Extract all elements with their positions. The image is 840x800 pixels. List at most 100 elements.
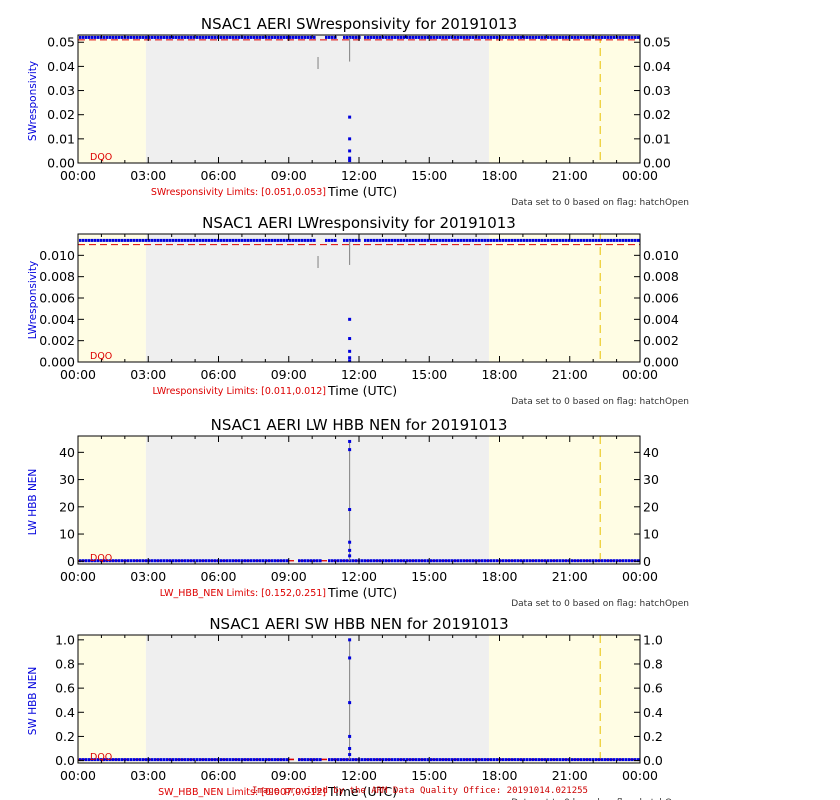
data-point	[211, 758, 214, 762]
data-point	[193, 758, 196, 762]
data-point	[508, 238, 511, 242]
data-point	[415, 238, 418, 242]
data-point	[583, 559, 586, 563]
data-point	[355, 758, 358, 762]
data-point	[544, 238, 547, 242]
spike-point	[348, 448, 352, 452]
data-point	[391, 238, 394, 242]
data-point	[244, 238, 247, 242]
data-point	[547, 35, 550, 39]
data-point	[196, 238, 199, 242]
data-point	[391, 758, 394, 762]
dqo-label: DQO	[90, 152, 112, 163]
data-point	[193, 35, 196, 39]
data-point	[397, 559, 400, 563]
y-tick-label-right: 0.8	[643, 656, 663, 671]
data-point	[493, 35, 496, 39]
data-point	[277, 559, 280, 563]
data-point	[463, 758, 466, 762]
data-point	[601, 559, 604, 563]
data-point	[142, 35, 145, 39]
data-point	[526, 238, 529, 242]
y-tick-label-right: 0.002	[643, 333, 679, 348]
data-point	[424, 758, 427, 762]
data-series	[79, 238, 640, 242]
y-tick-label-left: 10	[59, 527, 75, 542]
x-tick-label: 18:00	[481, 768, 517, 783]
data-point	[304, 559, 307, 563]
x-tick-label: 09:00	[271, 768, 307, 783]
data-point	[373, 238, 376, 242]
footer-credit: Image provided by the ARM Data Quality O…	[252, 786, 588, 796]
data-point	[457, 758, 460, 762]
limits-text: LW_HBB_NEN Limits: [0.152,0.251]	[160, 588, 326, 599]
data-point	[514, 559, 517, 563]
spike-point	[348, 317, 352, 321]
data-point	[565, 35, 568, 39]
data-point	[433, 758, 436, 762]
y-tick-label-right: 0.6	[643, 681, 663, 696]
data-point	[409, 559, 412, 563]
data-point	[193, 559, 196, 563]
data-point	[352, 559, 355, 563]
data-point	[454, 758, 457, 762]
data-point	[202, 758, 205, 762]
data-point	[304, 35, 307, 39]
x-tick-label: 21:00	[552, 367, 588, 382]
data-point	[91, 35, 94, 39]
data-point	[523, 238, 526, 242]
data-point	[373, 35, 376, 39]
data-point	[454, 35, 457, 39]
data-point	[148, 758, 151, 762]
data-point	[634, 758, 637, 762]
data-point	[421, 559, 424, 563]
data-point	[451, 238, 454, 242]
x-tick-label: 03:00	[130, 168, 166, 183]
data-point	[421, 35, 424, 39]
data-point	[376, 758, 379, 762]
y-tick-label-right: 0.4	[643, 705, 663, 720]
data-point	[343, 559, 346, 563]
data-point	[334, 559, 337, 563]
data-point	[634, 559, 637, 563]
spike-point	[348, 349, 352, 353]
data-point	[100, 559, 103, 563]
data-point	[406, 559, 409, 563]
data-point	[580, 35, 583, 39]
data-point	[532, 238, 535, 242]
data-point	[487, 758, 490, 762]
data-point	[616, 238, 619, 242]
data-point	[115, 758, 118, 762]
data-point	[319, 559, 322, 563]
data-point	[517, 758, 520, 762]
data-point	[493, 238, 496, 242]
data-point	[238, 35, 241, 39]
data-point	[274, 758, 277, 762]
data-point	[142, 559, 145, 563]
data-point	[121, 35, 124, 39]
data-point	[628, 559, 631, 563]
x-tick-label: 18:00	[481, 569, 517, 584]
data-point	[496, 35, 499, 39]
data-point	[472, 758, 475, 762]
data-point	[256, 758, 259, 762]
data-point	[301, 758, 304, 762]
data-point	[202, 238, 205, 242]
data-point	[433, 238, 436, 242]
data-point	[112, 559, 115, 563]
data-point	[295, 238, 298, 242]
data-point	[352, 238, 355, 242]
data-point	[190, 238, 193, 242]
data-point	[472, 238, 475, 242]
data-point	[247, 238, 250, 242]
data-point	[562, 758, 565, 762]
data-point	[466, 758, 469, 762]
data-point	[619, 559, 622, 563]
data-point	[568, 238, 571, 242]
data-point	[610, 238, 613, 242]
data-point	[88, 758, 91, 762]
data-point	[355, 559, 358, 563]
x-tick-label: 18:00	[481, 168, 517, 183]
data-point	[121, 238, 124, 242]
data-point	[115, 559, 118, 563]
